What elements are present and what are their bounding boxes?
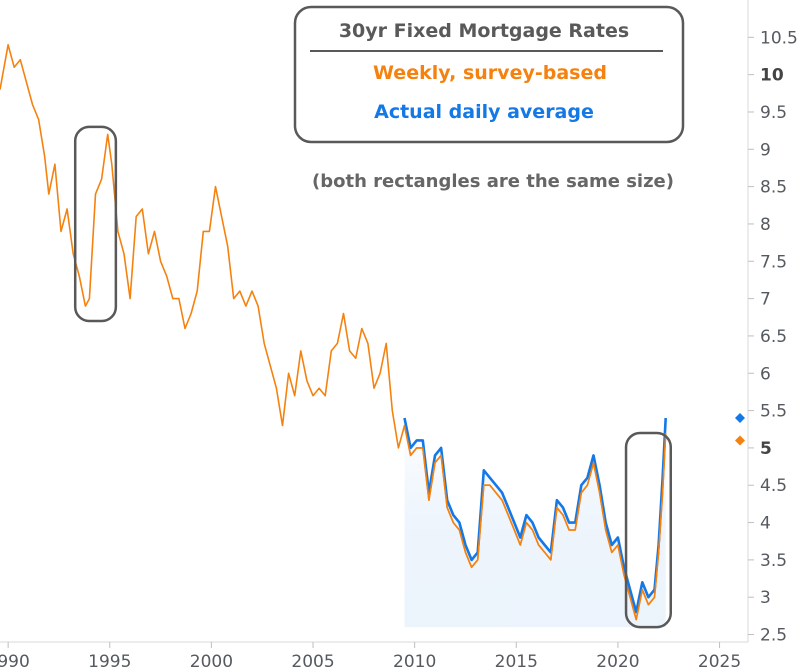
legend-title: 30yr Fixed Mortgage Rates — [339, 20, 629, 42]
y-tick-label: 3.5 — [760, 551, 787, 571]
weekly-rate-overlay-line — [403, 425, 667, 621]
legend: 30yr Fixed Mortgage Rates Weekly, survey… — [293, 5, 685, 144]
y-axis-ticks: 2.5 3 3.5 4 4.5 5 5.5 6 6.5 7 7.5 8 8.5 9 9.5 10 10.5 — [748, 28, 798, 646]
daily-rate-line — [403, 417, 667, 614]
y-tick-label: 9 — [760, 140, 771, 160]
x-tick-label: 1990 — [0, 652, 30, 670]
x-axis-ticks: 1990 1995 2000 2005 2010 2015 2020 2025 — [0, 642, 741, 670]
x-tick-label: 2000 — [190, 652, 233, 670]
chart-annotation: (both rectangles are the same size) — [312, 171, 674, 192]
y-tick-label: 5.5 — [760, 402, 787, 422]
x-tick-label: 2025 — [698, 652, 741, 670]
highlight-box-1994 — [73, 125, 118, 323]
legend-daily-entry: Actual daily average — [374, 101, 594, 123]
y-tick-label: 3 — [760, 588, 771, 608]
x-tick-label: 2015 — [495, 652, 538, 670]
y-tick-label: 4.5 — [760, 476, 787, 496]
y-tick-label: 5 — [760, 439, 772, 459]
y-tick-label: 4 — [760, 514, 771, 534]
y-tick-label: 6.5 — [760, 327, 787, 347]
x-tick-label: 2020 — [596, 652, 639, 670]
y-tick-label: 2.5 — [760, 626, 787, 646]
legend-frame — [293, 5, 685, 144]
highlight-box-2022 — [624, 431, 673, 629]
y-tick-label: 8 — [760, 215, 771, 235]
y-tick-label: 10.5 — [760, 28, 798, 48]
y-tick-label: 10 — [760, 66, 784, 86]
weekly-end-marker — [735, 435, 745, 446]
daily-shaded-area — [404, 418, 666, 628]
legend-weekly-entry: Weekly, survey-based — [373, 62, 607, 84]
x-tick-label: 2005 — [291, 652, 334, 670]
y-tick-label: 7.5 — [760, 252, 787, 272]
y-tick-label: 9.5 — [760, 103, 787, 123]
y-tick-label: 8.5 — [760, 178, 787, 198]
y-tick-label: 7 — [760, 290, 771, 310]
x-tick-label: 2010 — [393, 652, 436, 670]
daily-end-marker — [735, 413, 745, 424]
y-tick-label: 6 — [760, 364, 771, 384]
x-tick-label: 1995 — [88, 652, 131, 670]
